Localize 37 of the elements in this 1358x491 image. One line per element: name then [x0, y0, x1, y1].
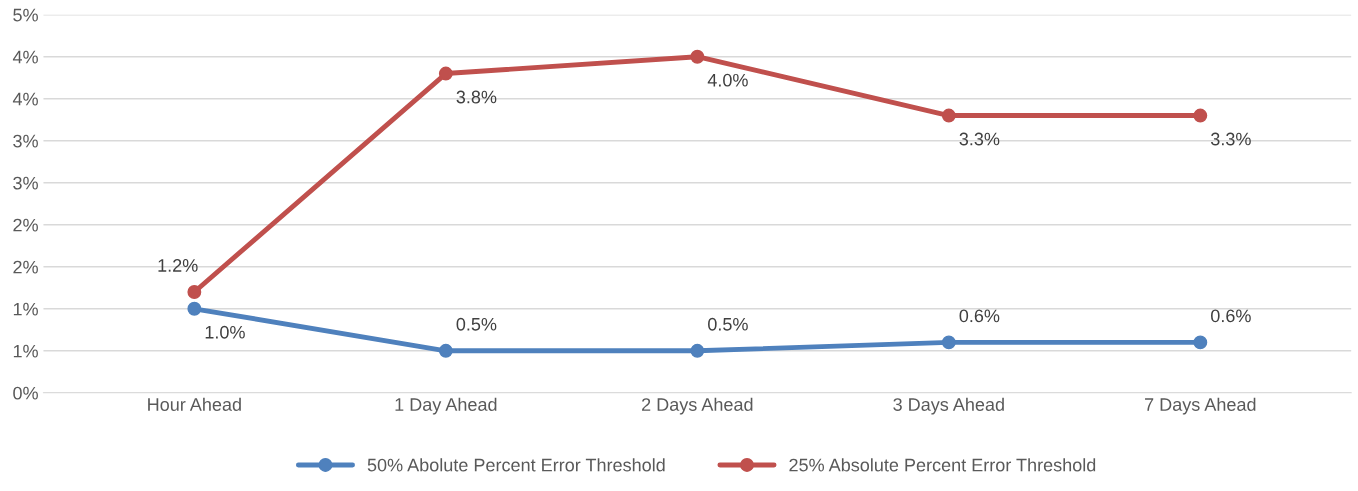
x-tick-label: 3 Days Ahead: [893, 397, 1004, 415]
point: [941, 335, 956, 350]
x-tick-label: 7 Days Ahead: [1145, 397, 1256, 415]
y-tick-label: 5%: [13, 8, 38, 22]
point: [1193, 108, 1208, 123]
data-label: 4.0%: [707, 73, 748, 87]
y-tick-label: 0%: [13, 386, 38, 400]
y-tick-label: 3%: [13, 134, 38, 148]
data-label: 1.2%: [158, 259, 198, 272]
x-tick-label: 1 Day Ahead: [395, 397, 497, 415]
data-label: 3.3%: [1210, 132, 1251, 146]
data-label: 3.8%: [456, 90, 497, 104]
y-tick-label: 1%: [13, 302, 38, 316]
point: [187, 301, 202, 316]
point: [438, 66, 453, 81]
point: [941, 108, 956, 123]
point: [690, 343, 705, 358]
data-label: 3.3%: [959, 132, 1000, 146]
y-tick-label: 4%: [12, 92, 38, 106]
point: [1193, 335, 1208, 350]
y-tick-label: 2%: [13, 218, 38, 232]
point: [187, 285, 202, 299]
legend-label: 25% Absolute Percent Error Threshold: [789, 458, 1096, 472]
data-label: 0.5%: [708, 317, 748, 331]
data-label: 0.5%: [456, 317, 497, 331]
data-label: 1.0%: [205, 325, 245, 339]
legend-label: 50% Abolute Percent Error Threshold: [367, 458, 665, 472]
x-tick-label: Hour Ahead: [148, 397, 241, 411]
y-tick-label: 4%: [12, 50, 38, 64]
point: [690, 49, 705, 64]
data-label: 0.6%: [959, 309, 1000, 323]
y-tick-label: 2%: [13, 260, 38, 274]
y-tick-label: 1%: [13, 344, 38, 358]
x-tick-label: 2 Days Ahead: [642, 397, 753, 415]
y-tick-label: 3%: [13, 176, 38, 190]
data-label: 0.6%: [1211, 309, 1251, 323]
point: [438, 343, 453, 358]
